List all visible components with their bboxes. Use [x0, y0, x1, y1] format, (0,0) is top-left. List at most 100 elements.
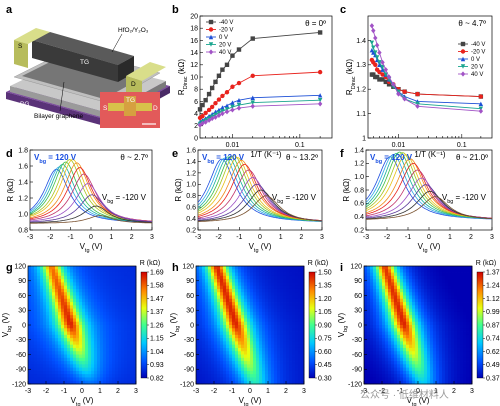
heatmap-cell-i — [460, 351, 464, 355]
heatmap-cell-g — [70, 351, 74, 355]
heatmap-cell-i — [421, 308, 425, 313]
heatmap-cell-h — [220, 288, 224, 293]
heatmap-cell-h — [241, 269, 245, 273]
y-axis-label-f: R (kΩ) — [342, 178, 351, 202]
heatmap-cell-g — [100, 295, 104, 300]
heatmap-cell-h — [298, 321, 302, 326]
heatmap-cell-g — [46, 266, 50, 270]
heatmap-cell-h — [199, 298, 203, 303]
heatmap-cell-i — [451, 347, 455, 352]
heatmap-cell-g — [118, 331, 122, 336]
heatmap-cell-h — [226, 334, 230, 339]
heatmap-cell-i — [418, 305, 422, 310]
heatmap-cell-h — [271, 298, 275, 303]
heatmap-cell-h — [274, 275, 278, 280]
heatmap-cell-g — [28, 311, 32, 316]
heatmap-cell-h — [247, 292, 251, 296]
heatmap-cell-g — [112, 285, 116, 290]
heatmap-cell-h — [241, 321, 245, 326]
heatmap-cell-i — [421, 380, 425, 385]
heatmap-cell-h — [301, 298, 305, 303]
heatmap-cell-h — [208, 272, 212, 277]
heatmap-cell-i — [469, 295, 473, 300]
heatmap-cell-h — [217, 285, 221, 290]
vbg-bottom-label-e-sub: bg — [277, 199, 283, 205]
data-point-b — [213, 79, 218, 85]
colorbar-tick-label-h: 1.05 — [318, 309, 332, 316]
heatmap-cell-h — [235, 377, 239, 382]
heatmap-cell-g — [112, 318, 116, 323]
heatmap-cell-h — [250, 364, 254, 369]
heatmap-cell-i — [403, 361, 407, 365]
heatmap-cell-i — [427, 354, 431, 359]
heatmap-cell-g — [91, 357, 95, 362]
heatmap-cell-g — [67, 328, 71, 332]
heatmap-cell-g — [121, 305, 125, 310]
heatmap-cell-i — [370, 275, 374, 280]
heatmap-cell-i — [403, 288, 407, 293]
heatmap-cell-g — [73, 370, 77, 375]
heatmap-cell-h — [259, 298, 263, 303]
y-tick-label-b: 6 — [194, 99, 198, 106]
heatmap-cell-g — [115, 328, 119, 332]
heatmap-cell-h — [247, 288, 251, 293]
heatmap-cell-g — [37, 305, 41, 310]
heatmap-cell-g — [115, 380, 119, 385]
heatmap-cell-g — [82, 338, 86, 342]
heatmap-cell-i — [442, 298, 446, 303]
heatmap-cell-i — [451, 272, 455, 277]
heatmap-cell-h — [205, 347, 209, 352]
heatmap-cell-h — [295, 338, 299, 342]
heatmap-cell-g — [49, 288, 53, 293]
heatmap-cell-h — [208, 338, 212, 342]
heatmap-cell-h — [253, 292, 257, 296]
heatmap-cell-g — [88, 275, 92, 280]
heatmap-cell-g — [94, 374, 98, 378]
data-point-b — [200, 113, 205, 119]
heatmap-cell-g — [52, 344, 56, 349]
heatmap-cell-h — [208, 328, 212, 332]
x-tick-label-i: 0 — [416, 388, 420, 395]
heatmap-cell-h — [262, 347, 266, 352]
heatmap-cell-h — [262, 331, 266, 336]
heatmap-cell-g — [34, 321, 38, 326]
heatmap-cell-i — [364, 302, 368, 306]
heatmap-cell-h — [211, 357, 215, 362]
heatmap-cell-g — [67, 295, 71, 300]
heatmap-cell-g — [112, 279, 116, 283]
heatmap-cell-g — [34, 354, 38, 359]
heatmap-cell-g — [55, 266, 59, 270]
vbg-top-label-d-sub: bg — [39, 159, 46, 165]
heatmap-cell-i — [466, 315, 470, 319]
heatmap-cell-h — [280, 269, 284, 273]
heatmap-cell-i — [388, 331, 392, 336]
heatmap-cell-h — [238, 282, 242, 287]
heatmap-cell-h — [301, 354, 305, 359]
heatmap-cell-h — [265, 308, 269, 313]
heatmap-cell-h — [253, 272, 257, 277]
heatmap-cell-h — [298, 298, 302, 303]
heatmap-cell-h — [223, 328, 227, 332]
heatmap-cell-i — [388, 351, 392, 355]
heatmap-cell-h — [214, 288, 218, 293]
heatmap-cell-i — [364, 344, 368, 349]
heatmap-cell-i — [379, 351, 383, 355]
heatmap-cell-h — [205, 321, 209, 326]
heatmap-cell-g — [109, 334, 113, 339]
heatmap-cell-i — [460, 344, 464, 349]
heatmap-cell-h — [301, 318, 305, 323]
heatmap-cell-i — [367, 338, 371, 342]
heatmap-cell-i — [364, 269, 368, 273]
heatmap-cell-i — [388, 357, 392, 362]
heatmap-cell-i — [403, 302, 407, 306]
heatmap-cell-g — [79, 275, 83, 280]
heatmap-cell-h — [226, 377, 230, 382]
heatmap-cell-h — [241, 315, 245, 319]
heatmap-cell-i — [412, 357, 416, 362]
heatmap-cell-i — [406, 292, 410, 296]
heatmap-cell-g — [43, 288, 47, 293]
heatmap-cell-h — [256, 374, 260, 378]
heatmap-cell-h — [202, 282, 206, 287]
panel-i-label: i — [340, 262, 343, 274]
heatmap-cell-h — [205, 357, 209, 362]
